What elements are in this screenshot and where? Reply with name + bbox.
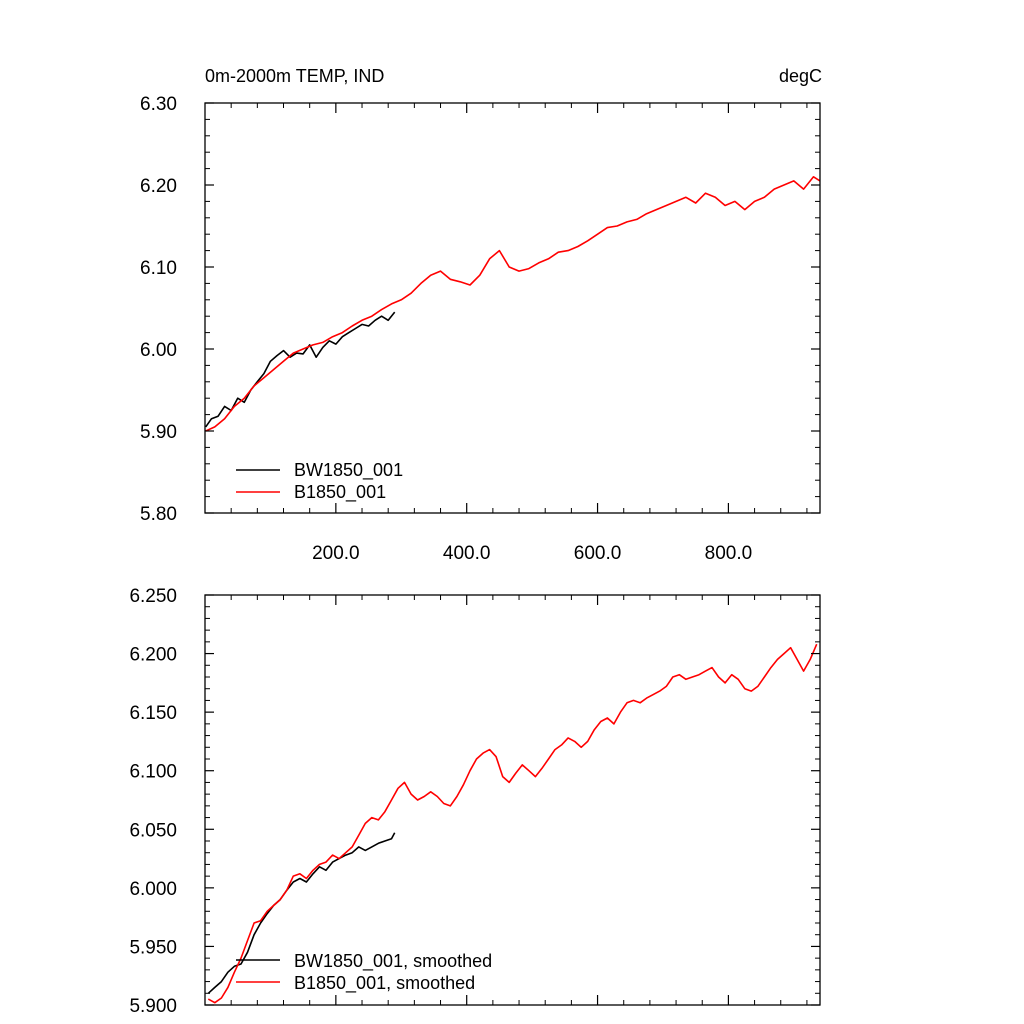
- y-tick-label: 6.00: [140, 340, 177, 361]
- y-tick-label: 6.200: [129, 645, 177, 666]
- top-panel-legend: BW1850_001 B1850_001: [236, 460, 403, 503]
- y-tick-label: 6.150: [129, 703, 177, 724]
- legend-label-bw1850: BW1850_001: [294, 460, 403, 481]
- y-tick-label: 6.100: [129, 762, 177, 783]
- y-tick-label: 6.250: [129, 586, 177, 607]
- top-panel: 0m-2000m TEMP, IND degC 5.80 5.90 6.00 6.10…: [140, 66, 822, 564]
- x-tick-label: 400.0: [443, 543, 491, 564]
- legend-label-b1850-smoothed: B1850_001, smoothed: [294, 973, 475, 994]
- legend-label-b1850: B1850_001: [294, 482, 386, 503]
- y-tick-label: 5.950: [129, 937, 177, 958]
- bottom-panel-marks: 5.900 5.950 6.000 6.050 6.100 6.150 6.200 6.250: [129, 586, 820, 1017]
- y-tick-label: 5.900: [129, 996, 177, 1017]
- y-tick-label: 5.80: [140, 504, 177, 525]
- series-line-0-0: [205, 311, 396, 428]
- bottom-panel: 5.900 5.950 6.000 6.050 6.100 6.150 6.200 6.250…: [129, 586, 821, 1017]
- series-line-0-1: [205, 176, 821, 432]
- x-tick-label: 800.0: [705, 543, 753, 564]
- y-tick-label: 6.050: [129, 820, 177, 841]
- top-panel-units: degC: [779, 66, 822, 86]
- y-tick-label: 6.30: [140, 94, 177, 115]
- top-panel-marks: 5.80 5.90 6.00 6.10 6.20 6.30 200.0 400.0 600.0 8…: [140, 94, 821, 564]
- y-tick-label: 5.90: [140, 422, 177, 443]
- x-tick-label: 600.0: [574, 543, 622, 564]
- bottom-panel-frame: [204, 594, 821, 1006]
- top-panel-frame: [204, 102, 821, 514]
- series-line-1-0: [207, 832, 396, 994]
- y-tick-label: 6.20: [140, 176, 177, 197]
- series-line-1-1: [207, 643, 818, 1004]
- top-panel-title: 0m-2000m TEMP, IND: [205, 66, 384, 86]
- legend-label-bw1850-smoothed: BW1850_001, smoothed: [294, 951, 492, 972]
- x-tick-label: 200.0: [312, 543, 360, 564]
- bottom-panel-legend: BW1850_001, smoothed B1850_001, smoothed: [236, 951, 492, 994]
- y-tick-label: 6.10: [140, 258, 177, 279]
- y-tick-label: 6.000: [129, 879, 177, 900]
